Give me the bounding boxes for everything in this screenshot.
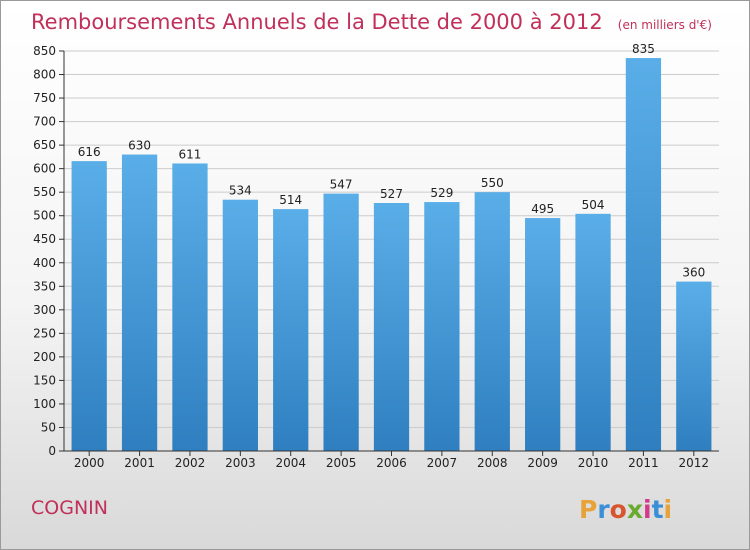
bar-2007	[424, 202, 460, 451]
value-label-2004: 514	[279, 193, 302, 207]
x-tick-label-2000: 2000	[74, 456, 105, 470]
bar-2011	[625, 58, 662, 451]
value-label-2000: 616	[78, 145, 101, 159]
bar-2000	[71, 161, 107, 451]
y-tick-label: 750	[33, 91, 56, 105]
x-tick-label-2005: 2005	[326, 456, 357, 470]
chart-title: Remboursements Annuels de la Dette de 20…	[31, 10, 712, 34]
value-label-2002: 611	[179, 147, 202, 161]
logo-letter: i	[643, 495, 652, 524]
logo-letter: x	[627, 495, 643, 524]
logo-letter: i	[664, 495, 673, 524]
y-tick-label: 550	[33, 185, 56, 199]
y-tick-label: 700	[33, 115, 56, 129]
y-tick-label: 600	[33, 162, 56, 176]
y-tick-label: 150	[33, 373, 56, 387]
value-label-2005: 547	[330, 178, 353, 192]
y-tick-label: 500	[33, 209, 56, 223]
y-axis: 0 50 100 150 200 250 300 350 400 450 500 550 600 650 7…	[33, 44, 65, 458]
bars: 616 630 611 534 514 547 527 529 550 495 504 835 360	[71, 42, 712, 452]
x-tick-label-2006: 2006	[376, 456, 407, 470]
y-tick-label: 250	[33, 326, 56, 340]
y-tick-label: 50	[41, 420, 56, 434]
x-tick-label-2012: 2012	[679, 456, 710, 470]
value-label-2007: 529	[430, 186, 453, 200]
logo-letter: r	[597, 495, 610, 524]
bar-2003	[222, 199, 258, 451]
y-tick-label: 300	[33, 303, 56, 317]
x-axis: 2000 2001 2002 2003 2004 2005 2006 2007 2008 2009…	[64, 450, 719, 470]
y-tick-label: 800	[33, 68, 56, 82]
logo-letter: t	[652, 495, 664, 524]
chart-unit-text: (en milliers d'€)	[618, 18, 712, 32]
x-tick-label-2004: 2004	[275, 456, 306, 470]
x-tick-label-2009: 2009	[527, 456, 558, 470]
bar-2012	[676, 281, 712, 451]
value-label-2001: 630	[128, 139, 151, 153]
bar-2010	[575, 213, 611, 451]
value-label-2006: 527	[380, 187, 403, 201]
x-tick-label-2010: 2010	[578, 456, 609, 470]
value-label-2010: 504	[582, 198, 605, 212]
bar-2009	[525, 218, 561, 451]
place-name: COGNIN	[31, 497, 108, 519]
y-tick-label: 100	[33, 397, 56, 411]
bar-2004	[273, 209, 309, 451]
y-tick-label: 0	[48, 444, 56, 458]
bar-2006	[373, 203, 410, 451]
x-tick-label-2002: 2002	[175, 456, 206, 470]
x-tick-label-2003: 2003	[225, 456, 256, 470]
bar-2008	[474, 192, 510, 452]
value-label-2008: 550	[481, 176, 504, 190]
logo-letter: o	[610, 495, 627, 524]
bar-2001	[121, 154, 158, 451]
y-tick-label: 350	[33, 279, 56, 293]
value-label-2012: 360	[682, 266, 705, 280]
x-tick-label-2007: 2007	[427, 456, 458, 470]
value-label-2003: 534	[229, 184, 252, 198]
y-tick-label: 200	[33, 350, 56, 364]
value-label-2009: 495	[531, 202, 554, 216]
proxiti-logo: Proxiti	[579, 495, 672, 524]
y-tick-label: 450	[33, 232, 56, 246]
bar-2005	[323, 193, 359, 451]
y-tick-label: 650	[33, 138, 56, 152]
chart-title-text: Remboursements Annuels de la Dette de 20…	[31, 10, 603, 34]
x-tick-label-2008: 2008	[477, 456, 508, 470]
value-label-2011: 835	[632, 42, 655, 56]
y-tick-label: 400	[33, 256, 56, 270]
logo-letter: P	[579, 495, 597, 524]
y-tick-label: 850	[33, 44, 56, 58]
x-tick-label-2011: 2011	[628, 456, 659, 470]
bar-2002	[172, 163, 208, 451]
x-tick-label-2001: 2001	[124, 456, 155, 470]
